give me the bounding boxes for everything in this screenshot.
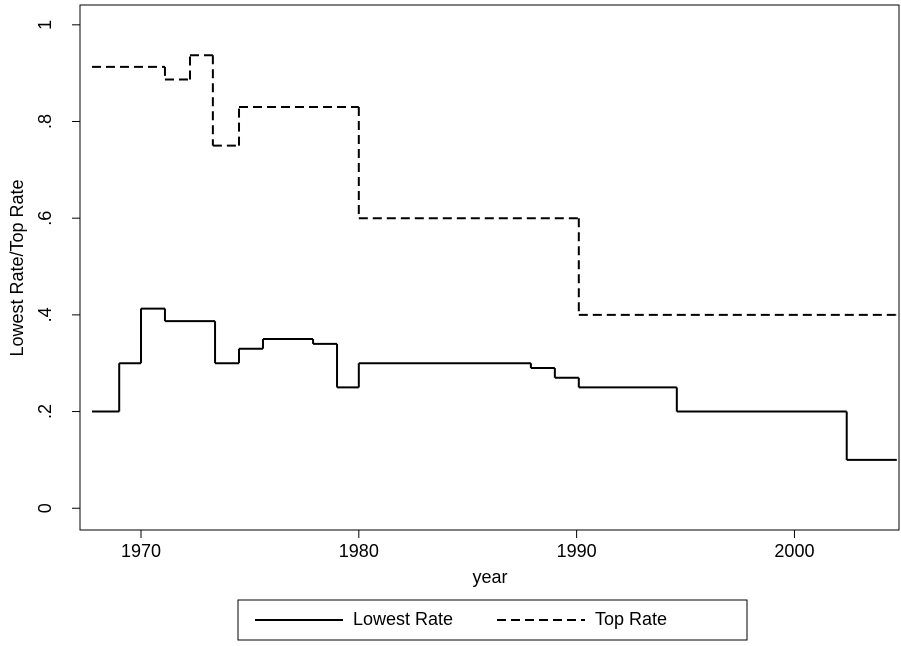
- x-tick-label: 1970: [121, 541, 161, 561]
- y-tick-label: 0: [35, 503, 55, 513]
- x-tick-label: 1980: [339, 541, 379, 561]
- y-tick-label: .8: [35, 114, 55, 129]
- y-tick-label: .6: [35, 211, 55, 226]
- y-tick-label: 1: [35, 20, 55, 30]
- legend-label: Top Rate: [595, 609, 667, 629]
- x-axis-title: year: [472, 567, 507, 587]
- legend-label: Lowest Rate: [353, 609, 453, 629]
- y-tick-label: .2: [35, 404, 55, 419]
- y-axis-title: Lowest Rate/Top Rate: [7, 179, 27, 356]
- x-tick-label: 2000: [774, 541, 814, 561]
- x-tick-label: 1990: [557, 541, 597, 561]
- plot-frame: [79, 4, 900, 531]
- y-tick-label: .4: [35, 307, 55, 322]
